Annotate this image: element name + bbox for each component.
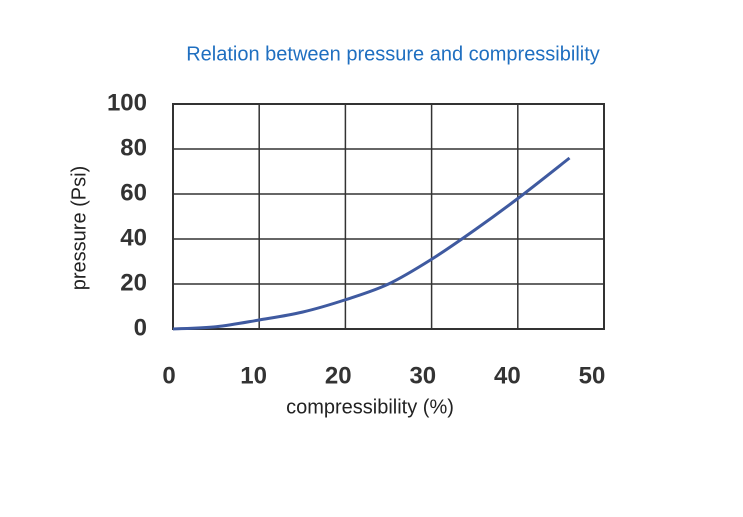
x-tick-label: 40 <box>494 362 521 389</box>
plot-frame <box>172 103 605 330</box>
y-tick-label: 40 <box>120 224 147 251</box>
data-line <box>172 156 571 331</box>
y-tick-label: 60 <box>120 179 147 206</box>
y-tick-label: 100 <box>107 89 147 116</box>
x-tick-label: 10 <box>240 362 267 389</box>
y-tick-label: 80 <box>120 134 147 161</box>
y-tick-label: 0 <box>134 314 147 341</box>
x-tick-label: 50 <box>579 362 606 389</box>
x-tick-label: 20 <box>325 362 352 389</box>
y-tick-label: 20 <box>120 269 147 296</box>
y-axis-label: pressure (Psi) <box>68 166 90 290</box>
x-tick-label: 0 <box>162 362 175 389</box>
chart-title: Relation between pressure and compressib… <box>186 43 600 65</box>
x-axis-label: compressibility (%) <box>286 396 454 418</box>
x-tick-label: 30 <box>409 362 436 389</box>
